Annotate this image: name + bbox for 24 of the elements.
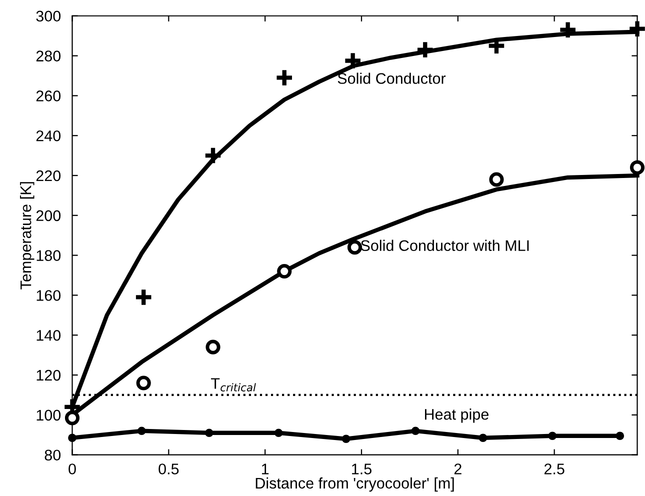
y-tick-label: 240 — [36, 130, 61, 142]
y-tick-label: 200 — [36, 210, 61, 222]
x-tick-label: 0 — [68, 464, 76, 474]
y-tick-label: 100 — [36, 410, 61, 421]
series-label: Heat pipe — [425, 408, 488, 423]
y-axis-title: Temperature [K] — [20, 182, 34, 290]
x-tick-label: 1.5 — [352, 464, 372, 474]
y-tick-label: 180 — [36, 250, 61, 261]
y-tick-label: 160 — [36, 290, 61, 301]
x-tick-label: 0.5 — [158, 464, 179, 474]
y-tick-label: 220 — [36, 170, 61, 182]
y-tick-label: 140 — [36, 330, 61, 341]
series-label: Solid Conductor — [338, 72, 446, 84]
x-axis-title: Distance from 'cryocooler' [m] — [256, 477, 454, 492]
y-tick-label: 120 — [36, 370, 61, 381]
x-tick-label: 2.5 — [544, 464, 564, 474]
y-tick-label: 260 — [36, 90, 61, 102]
y-tick-label: 80 — [44, 450, 61, 461]
y-tick-label: 280 — [36, 50, 61, 62]
x-tick-label: 1 — [262, 464, 269, 474]
x-tick-label: 2 — [454, 464, 462, 474]
series-label: Solid Conductor with MLI — [360, 240, 529, 252]
ref-line-label: T$_{critical}$ — [211, 378, 256, 392]
y-tick-label: 300 — [36, 10, 61, 22]
